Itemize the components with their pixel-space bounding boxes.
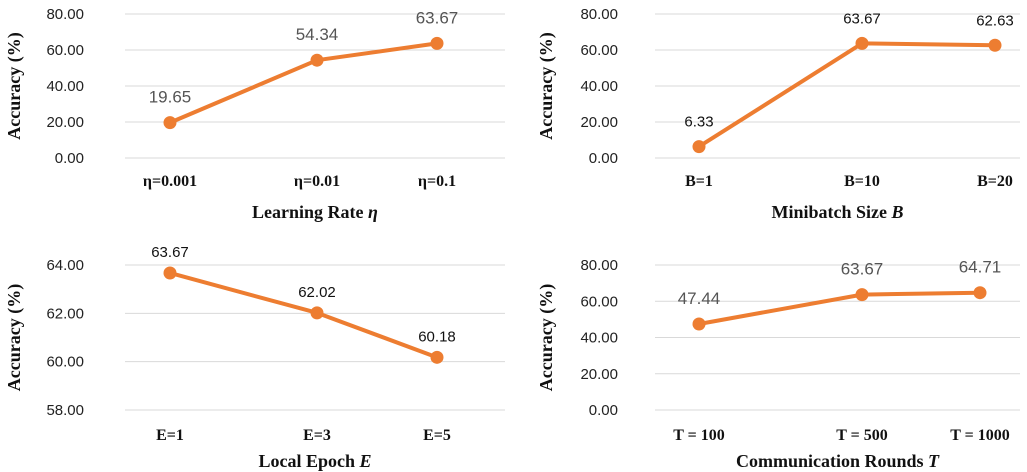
- series-line: [697, 290, 982, 327]
- chart-panel-4: 0.00 20.00 40.00 60.00 80.00 Accuracy (%) T = …: [536, 257, 1020, 471]
- data-label: 19.65: [149, 88, 192, 107]
- data-label: 62.02: [298, 284, 336, 301]
- data-label: 63.67: [151, 244, 189, 261]
- y-tick-label: 80.00: [580, 6, 618, 23]
- x-axis-title: Learning Rate η: [252, 202, 378, 222]
- data-point: [310, 306, 324, 320]
- x-tick-label: E=3: [303, 427, 331, 444]
- x-tick-label: E=1: [156, 427, 184, 444]
- y-tick-label: 40.00: [46, 78, 84, 95]
- x-axis-title: Minibatch Size B: [771, 202, 903, 222]
- chart-panel-3: 58.00 60.00 62.00 64.00 Accuracy (%) E=1 E=3 E=…: [4, 244, 505, 471]
- chart-panel-1: 0.00 20.00 40.00 60.00 80.00 Accuracy (%) η=0.…: [4, 6, 505, 222]
- x-tick-label: η=0.1: [418, 173, 456, 190]
- data-point: [855, 36, 869, 50]
- data-point: [430, 350, 444, 364]
- data-label: 64.71: [959, 258, 1002, 277]
- x-tick-label: E=5: [423, 427, 451, 444]
- y-tick-label: 64.00: [46, 257, 84, 274]
- data-point: [973, 286, 987, 300]
- y-axis-title: Accuracy (%): [536, 32, 557, 139]
- data-point: [692, 317, 706, 331]
- data-point: [163, 266, 177, 280]
- y-tick-label: 0.00: [55, 150, 84, 167]
- data-point: [988, 38, 1002, 52]
- x-tick-label: η=0.01: [294, 173, 340, 190]
- x-tick-label: T = 1000: [950, 427, 1010, 444]
- data-point: [692, 140, 706, 154]
- y-tick-label: 20.00: [46, 114, 84, 131]
- series-line: [697, 41, 997, 149]
- y-tick-label: 62.00: [46, 305, 84, 322]
- x-axis-title: Communication Rounds T: [736, 451, 940, 471]
- x-tick-label: η=0.001: [143, 173, 197, 190]
- data-label: 60.18: [418, 328, 456, 345]
- y-axis-title: Accuracy (%): [4, 284, 25, 391]
- y-tick-label: 40.00: [580, 78, 618, 95]
- data-label: 63.67: [843, 10, 881, 27]
- data-label: 6.33: [684, 114, 713, 131]
- y-axis-title: Accuracy (%): [536, 284, 557, 391]
- data-point: [430, 36, 444, 50]
- x-tick-label: T = 100: [673, 427, 725, 444]
- data-point: [310, 53, 324, 67]
- y-tick-label: 60.00: [580, 42, 618, 59]
- y-tick-label: 58.00: [46, 402, 84, 419]
- data-point: [163, 116, 177, 130]
- y-tick-label: 0.00: [589, 150, 618, 167]
- chart-panel-2: 0.00 20.00 40.00 60.00 80.00 Accuracy (%) B=1 B…: [536, 6, 1020, 222]
- data-label: 63.67: [416, 8, 459, 27]
- data-label: 62.63: [976, 12, 1014, 29]
- data-label: 63.67: [841, 260, 884, 279]
- y-tick-label: 60.00: [580, 293, 618, 310]
- x-tick-label: B=1: [685, 173, 713, 190]
- y-tick-label: 20.00: [580, 114, 618, 131]
- y-tick-label: 60.00: [46, 42, 84, 59]
- data-label: 54.34: [296, 25, 339, 44]
- y-tick-label: 20.00: [580, 366, 618, 383]
- series-line: [168, 41, 439, 125]
- y-tick-label: 40.00: [580, 330, 618, 347]
- data-label: 47.44: [678, 289, 721, 308]
- x-axis-title: Local Epoch E: [258, 451, 371, 471]
- y-tick-label: 0.00: [589, 402, 618, 419]
- x-tick-label: T = 500: [836, 427, 888, 444]
- y-tick-label: 80.00: [46, 6, 84, 23]
- x-tick-label: B=20: [977, 173, 1013, 190]
- y-tick-label: 80.00: [580, 257, 618, 274]
- y-axis-title: Accuracy (%): [4, 32, 25, 139]
- x-tick-label: B=10: [844, 173, 880, 190]
- data-point: [855, 288, 869, 302]
- y-tick-label: 60.00: [46, 354, 84, 371]
